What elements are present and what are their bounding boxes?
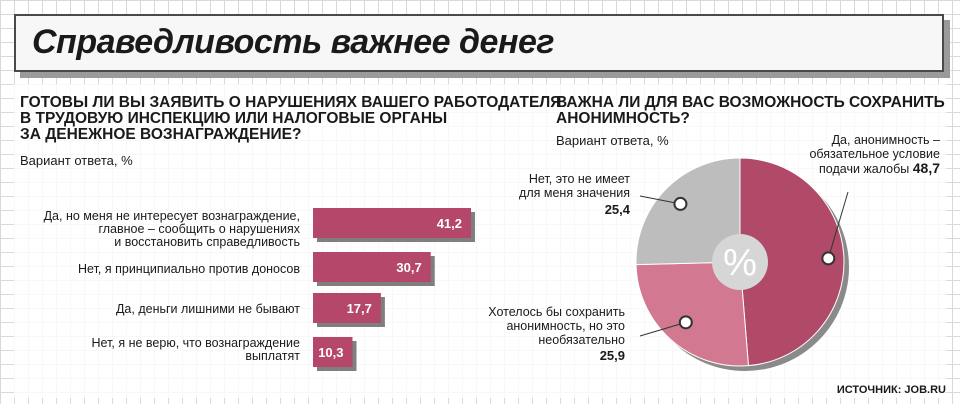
bar-question-line: в трудовую инспекцию или налоговые орган…: [20, 110, 448, 127]
pie-label-line: обязательное условие: [809, 147, 940, 161]
page-title: Справедливость важнее денег: [32, 23, 555, 61]
pie-label-line: Нет, это не имеет: [528, 172, 630, 186]
pie-value: 48,7: [912, 160, 940, 176]
pie-label-line: необязательно: [538, 333, 625, 347]
pie-leader-line: [639, 321, 686, 337]
bar-subtitle: Вариант ответа, %: [20, 153, 133, 168]
bar-question-line: за денежное вознаграждение?: [20, 126, 302, 143]
bar-category-line: выплатят: [245, 349, 300, 363]
pie-center-hole: [712, 234, 768, 290]
bar-category-label: Да, деньги лишними не бывают: [10, 303, 300, 316]
pie-leader-dot: [821, 251, 836, 266]
pie-question-line: анонимность?: [556, 110, 690, 127]
bar: [313, 337, 353, 367]
pie-value: 25,9: [599, 348, 625, 363]
pie-label-line: Хотелось бы сохранить: [488, 305, 625, 319]
pie-slice: [635, 261, 750, 367]
bar-category-line: главное – сообщить о нарушениях: [98, 222, 300, 236]
pie-label: Хотелось бы сохранить анонимность, но эт…: [455, 305, 625, 363]
pie-slice: [635, 157, 741, 266]
pie-question-line: Важна ли для вас возможность сохранить: [556, 94, 945, 111]
pie-subtitle: Вариант ответа, %: [556, 133, 669, 148]
bar: [313, 208, 471, 238]
bar-category-line: Да, но меня не интересует вознаграждение…: [43, 209, 300, 223]
pie-label-line: для меня значения: [519, 186, 630, 200]
bar-value-label: 17,7: [347, 301, 372, 316]
pie-value: 25,4: [604, 202, 630, 217]
bar-value-label: 41,2: [437, 216, 462, 231]
pie-leader-dot: [678, 315, 693, 330]
bar-category-line: Нет, я принципиально против доносов: [78, 262, 300, 276]
bar: [313, 252, 431, 282]
bar-category-label: Нет, я принципиально против доносов: [10, 263, 300, 276]
pie-slice: [739, 157, 845, 367]
pie-label-line: подачи жалобы 48,7: [760, 161, 940, 176]
title-banner: Справедливость важнее денег: [14, 14, 944, 72]
source-note: ИСТОЧНИК: JOB.RU: [836, 384, 946, 396]
pie-label: Нет, это не имеет для меня значения 25,4: [470, 172, 630, 217]
bar-category-line: Да, деньги лишними не бывают: [115, 302, 300, 316]
bar: [313, 293, 381, 323]
pie-label-line: анонимность, но это: [506, 319, 625, 333]
pie-leader-line: [827, 191, 849, 259]
bar-category-line: и восстановить справедливость: [114, 235, 300, 249]
pie-question: Важна ли для вас возможность сохранить а…: [556, 95, 945, 127]
pie-label: Да, анонимность – обязательное условие п…: [760, 133, 940, 176]
bar-category-line: Нет, я не верю, что вознаграждение: [91, 336, 300, 350]
bar-value-label: 10,3: [318, 345, 343, 360]
percent-symbol: %: [723, 242, 757, 284]
bar-question-line: Готовы ли вы заявить о нарушениях вашего…: [20, 94, 562, 111]
bar-value-label: 30,7: [396, 260, 421, 275]
bar-category-label: Да, но меня не интересует вознаграждение…: [10, 210, 300, 249]
bar-category-label: Нет, я не верю, что вознаграждение выпла…: [10, 337, 300, 363]
pie-label-text: подачи жалобы: [819, 162, 910, 176]
pie-leader-dot: [673, 196, 688, 211]
bar-question: Готовы ли вы заявить о нарушениях вашего…: [20, 95, 561, 143]
pie-label-line: Да, анонимность –: [831, 133, 940, 147]
